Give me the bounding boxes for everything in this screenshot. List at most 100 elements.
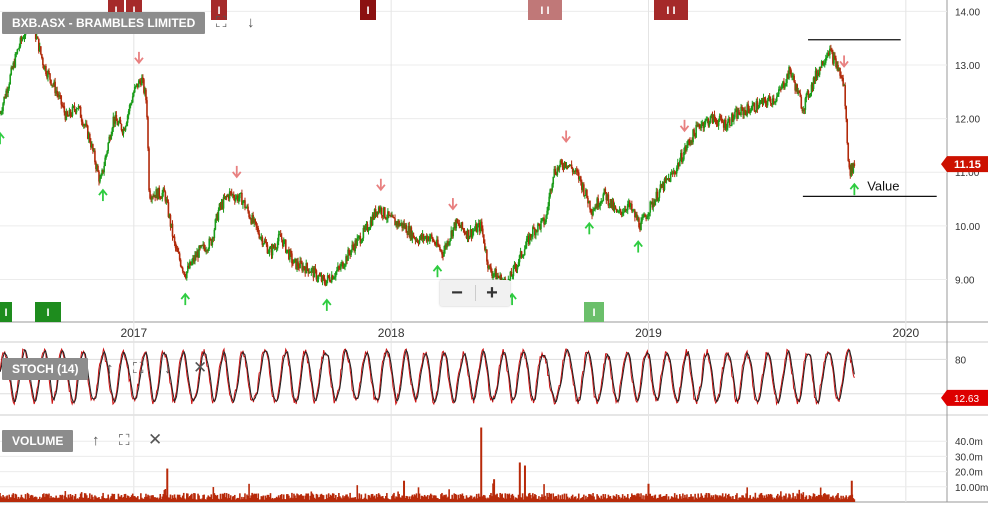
close-icon[interactable]: ✕ [148,430,163,449]
candle [278,234,281,236]
candle [536,230,538,232]
volume-bar [756,497,759,502]
expand-icon[interactable]: ⛶ [119,432,130,449]
zoom-out-button[interactable]: − [451,282,463,304]
move-down-icon[interactable]: ↓ [164,360,172,377]
candle [323,278,326,284]
candle [63,106,66,113]
candle [483,234,485,244]
volume-bar [198,495,200,502]
candle [325,280,328,286]
volume-bar [71,494,74,502]
volume-bar [767,494,770,502]
volume-bar [59,494,62,502]
volume-bar [96,498,98,502]
stoch-title[interactable]: STOCH (14) [2,358,89,380]
volume-bar [194,493,196,502]
volume-bar [819,487,822,502]
volume-bar [726,494,729,502]
candle [307,268,310,274]
candle [378,207,381,212]
volume-bar [554,496,557,502]
candle [772,98,775,103]
volume-bar [177,494,180,502]
volume-bar [540,497,542,502]
volume-bar [152,495,154,502]
candle [69,109,72,116]
volume-bar [337,497,339,502]
candle [131,96,134,103]
volume-bar [8,494,10,502]
candle [279,234,282,237]
volume-bar [360,494,363,502]
candle [686,145,688,150]
candle [543,217,545,225]
volume-bar [779,495,781,502]
candles-group [0,15,856,293]
volume-bar [794,496,796,502]
move-up-icon[interactable]: ↑ [92,432,100,449]
expand-icon[interactable]: ⛶ [216,14,227,31]
candle [442,254,444,257]
candle [800,96,803,109]
volume-title[interactable]: VOLUME [2,430,74,452]
candle [632,210,634,212]
candle [843,85,845,87]
candle [72,106,75,107]
candle [22,38,25,40]
candle [318,275,321,277]
candle [801,108,804,112]
volume-bar [781,496,783,502]
volume-bar [202,494,204,502]
buy-signal-arrow [0,131,5,145]
volume-bar [543,484,545,502]
arrow-head [232,171,242,179]
volume-bar [806,499,809,502]
expand-icon[interactable]: ⛶ [133,360,144,377]
volume-spike-bar [523,465,526,502]
volume-bar [834,499,836,502]
volume-bar [46,493,48,502]
volume-bar [305,493,308,502]
candle [168,214,171,217]
candle [157,187,160,200]
arrow-down-icon[interactable]: ↓ [247,14,255,31]
zoom-in-button[interactable]: + [486,282,498,304]
volume-bar [16,498,19,502]
volume-bar [503,498,506,502]
volume-bar [88,497,90,502]
candle [14,54,17,68]
volume-bar [562,499,565,502]
volume-bar [259,499,262,502]
volume-bar [91,494,93,502]
volume-bar [564,499,567,502]
candle [415,239,418,241]
volume-bar [814,497,817,502]
candle [714,119,717,121]
volume-bar [17,496,20,502]
candle [203,244,205,248]
candle [210,239,213,246]
candle [145,89,147,101]
volume-bar [292,498,294,502]
volume-bar [99,498,101,502]
candle [692,129,694,143]
chart-title[interactable]: BXB.ASX - BRAMBLES LIMITED [2,12,206,34]
volume-bar [161,496,164,502]
volume-bar [84,493,87,502]
volume-bar [112,494,115,502]
candle [531,236,533,238]
candle [589,200,591,210]
candle [324,283,327,286]
volume-bar [672,497,675,502]
volume-bar [299,494,301,502]
candle [392,215,394,218]
volume-bar [642,495,644,502]
candle [726,121,729,128]
volume-bar [707,493,710,502]
candle [681,152,683,163]
close-icon[interactable]: ✕ [193,358,208,377]
move-up-icon[interactable]: ↑ [106,360,114,377]
volume-bar [695,497,697,502]
candle [477,223,480,226]
